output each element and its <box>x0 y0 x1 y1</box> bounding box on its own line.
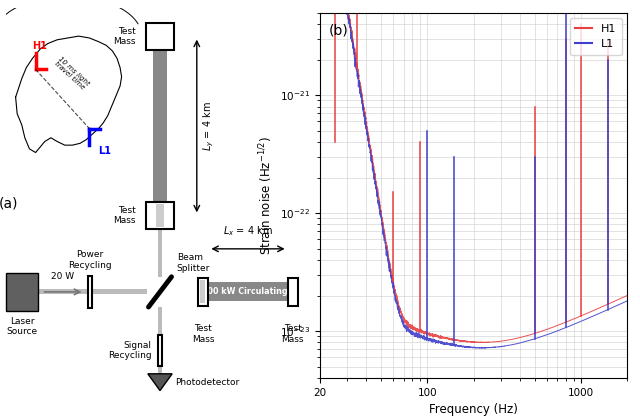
Bar <box>6 273 38 311</box>
Bar <box>158 366 162 374</box>
X-axis label: Frequency (Hz): Frequency (Hz) <box>429 403 518 416</box>
Text: Beam
Splitter: Beam Splitter <box>177 253 210 273</box>
Text: 100 kW Circulating Power: 100 kW Circulating Power <box>202 287 319 296</box>
Text: Test
Mass: Test Mass <box>282 324 304 344</box>
Text: (b): (b) <box>329 24 349 37</box>
Text: 20 W: 20 W <box>51 273 75 281</box>
Bar <box>287 278 298 306</box>
Bar <box>146 202 174 229</box>
Text: H1: H1 <box>33 41 47 51</box>
Bar <box>38 289 88 294</box>
Text: Power
Recycling: Power Recycling <box>68 250 111 270</box>
Text: Test
Mass: Test Mass <box>192 324 214 344</box>
Bar <box>207 282 298 302</box>
Text: L1: L1 <box>99 147 111 156</box>
Y-axis label: Strain noise (Hz$^{-1/2}$): Strain noise (Hz$^{-1/2}$) <box>257 136 275 255</box>
Bar <box>158 335 162 366</box>
Text: (a): (a) <box>0 197 18 211</box>
Bar <box>200 281 205 303</box>
Legend: H1, L1: H1, L1 <box>570 18 621 55</box>
Text: Laser
Source: Laser Source <box>7 317 38 336</box>
Text: 10 ms light
travel time: 10 ms light travel time <box>52 55 91 92</box>
Bar <box>158 229 162 277</box>
Bar <box>153 50 167 202</box>
Text: Test
Mass: Test Mass <box>113 27 136 47</box>
Bar <box>198 278 209 306</box>
Bar <box>146 23 174 50</box>
Text: $L_y$ = 4 km: $L_y$ = 4 km <box>202 101 216 151</box>
Text: Test
Mass: Test Mass <box>113 205 136 225</box>
Text: $L_x$ = 4 km: $L_x$ = 4 km <box>223 225 273 238</box>
Polygon shape <box>148 374 172 391</box>
Text: Photodetector: Photodetector <box>175 378 239 387</box>
Bar <box>158 307 162 335</box>
Bar <box>92 289 147 294</box>
Text: Signal
Recycling: Signal Recycling <box>108 341 152 360</box>
Bar <box>156 204 164 227</box>
Bar <box>88 276 92 307</box>
